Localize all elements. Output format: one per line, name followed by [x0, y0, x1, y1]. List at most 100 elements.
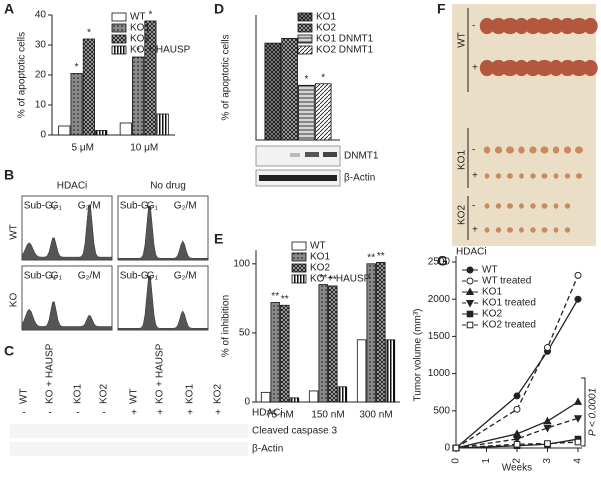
significance: * [136, 46, 140, 57]
legend-label: WT [482, 265, 498, 276]
marker [466, 321, 474, 329]
legend-label: WT treated [482, 276, 531, 287]
legend-swatch [111, 34, 127, 44]
x-tick-label: 0 [451, 458, 462, 464]
treatment-label: HDACi [252, 408, 283, 419]
bar [119, 122, 132, 136]
y-tick-label: 1500 [428, 331, 451, 342]
tumor [494, 146, 503, 154]
row-label: WT [9, 224, 20, 240]
tumor [548, 59, 564, 77]
tumor [518, 146, 525, 154]
column-label: HDACi [57, 181, 88, 192]
tumor [570, 17, 588, 35]
y-tick-label: 100 [233, 258, 250, 269]
blot-label: Cleaved caspase 3 [252, 426, 337, 437]
tumor [583, 59, 598, 77]
significance: ** [281, 294, 289, 305]
y-tick-label: 500 [433, 405, 450, 416]
panel-letter: G [437, 253, 448, 269]
bar [156, 113, 169, 136]
gate-label: G₂/M [174, 201, 197, 212]
y-tick-label: 1000 [428, 368, 451, 379]
treatment-sign: - [102, 408, 105, 419]
significance: * [75, 62, 79, 73]
x-tick-label: 75 nM [266, 410, 294, 421]
legend-label: KO2 treated [482, 320, 536, 331]
histogram-frame [21, 195, 113, 261]
tumor [479, 17, 495, 35]
x-tick-label: 2 [512, 458, 523, 464]
legend-swatch [291, 241, 307, 251]
bar [260, 391, 271, 403]
tumor [530, 203, 536, 209]
column-label: No drug [150, 181, 186, 192]
bar [318, 284, 328, 403]
marker [452, 444, 460, 452]
y-tick-label: 2000 [428, 294, 451, 305]
series-line [455, 298, 579, 449]
histogram [21, 204, 113, 261]
sign-label: - [472, 21, 475, 32]
tumor [541, 173, 548, 179]
blot-band [290, 153, 300, 157]
marker [465, 287, 475, 295]
marker [544, 440, 551, 447]
tumor [519, 173, 524, 179]
tumor [553, 203, 559, 209]
blot-strip [10, 424, 248, 438]
tumor [530, 173, 536, 179]
y-axis-label: % of inhibition [221, 295, 232, 357]
bar [270, 302, 280, 403]
series-line [455, 438, 579, 449]
x-axis-label: Weeks [502, 463, 532, 474]
tumor [563, 146, 572, 154]
treatment-sign: - [22, 408, 25, 419]
legend-label: KO1 [130, 23, 150, 34]
treatment-sign: + [131, 408, 137, 419]
y-tick-label: 40 [35, 10, 47, 21]
bar [95, 130, 108, 136]
x-tick-label: 300 nM [359, 410, 392, 421]
y-axis-label: % of apoptotic cells [221, 34, 232, 120]
gate-label: G₁ [147, 271, 159, 282]
legend-label: WT [310, 241, 326, 252]
tumor [529, 146, 537, 154]
legend-label: KO1 [310, 252, 330, 263]
histogram-frame [117, 195, 209, 261]
blot-band [259, 175, 337, 181]
lane-label: KO + HAUSP [155, 343, 166, 404]
legend-swatch [291, 263, 307, 273]
gate-label: G₁ [51, 271, 63, 282]
marker [574, 271, 582, 279]
marker [573, 397, 583, 405]
histogram [21, 301, 113, 331]
marker [466, 277, 474, 285]
legend-label: KO + HAUSP [130, 45, 191, 56]
histogram-frame [21, 265, 113, 331]
significance: ** [367, 252, 375, 263]
significance: ** [329, 275, 337, 286]
tumor [535, 59, 554, 77]
marker [573, 415, 583, 423]
tumor [501, 17, 519, 35]
marker [544, 344, 551, 352]
tumor [564, 227, 571, 233]
y-tick-label: 0 [244, 397, 250, 408]
x-tick-label: 5 μM [72, 143, 94, 154]
sign-label: - [472, 201, 475, 212]
bar [314, 83, 332, 141]
tumor [576, 173, 582, 179]
marker [513, 440, 521, 448]
bar [356, 339, 367, 403]
histogram [117, 205, 209, 261]
x-tick-label: 10 μM [130, 143, 158, 154]
tumor [570, 59, 588, 77]
legend-swatch [291, 274, 307, 284]
sign-label: - [472, 145, 475, 156]
tumor [484, 173, 490, 179]
gate-label: G₁ [51, 201, 63, 212]
legend-label: KO2 [310, 263, 330, 274]
tumor [501, 59, 519, 77]
